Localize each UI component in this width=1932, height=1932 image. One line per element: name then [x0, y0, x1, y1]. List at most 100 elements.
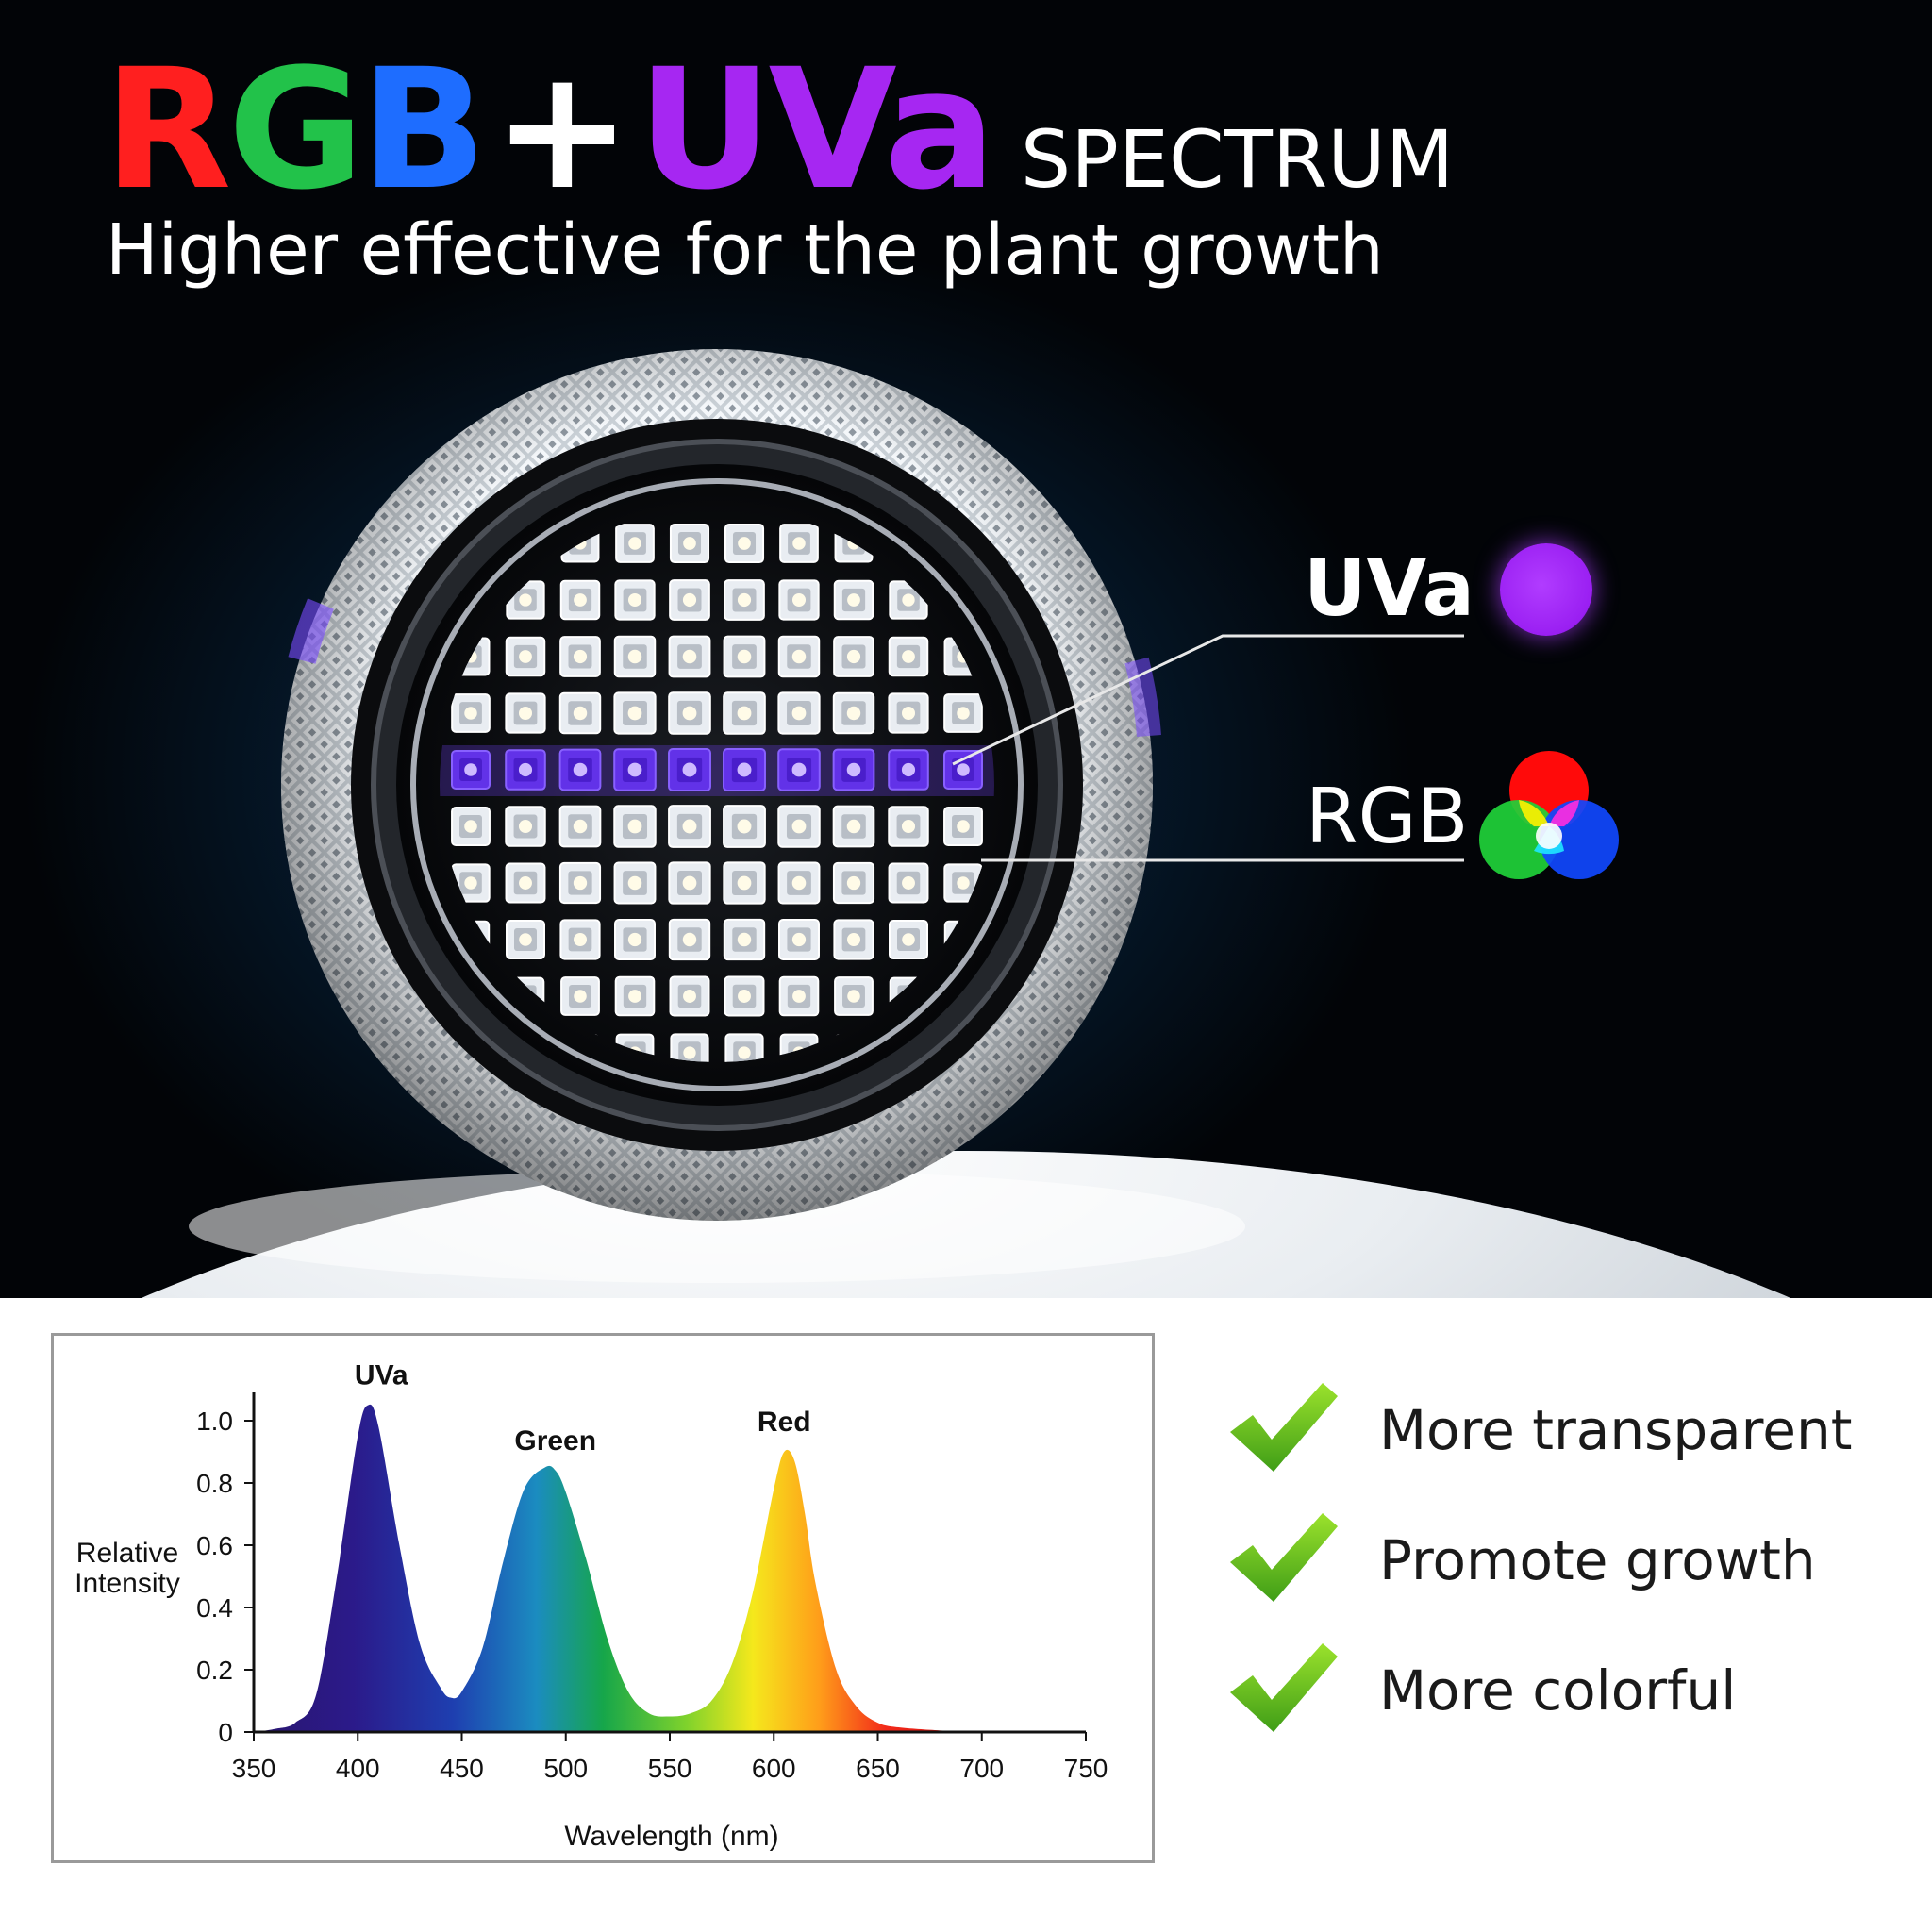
white-led: [888, 636, 929, 677]
uva-led: [558, 748, 602, 791]
benefit-item: Promote growth: [1217, 1507, 1915, 1621]
uva-led: [613, 748, 657, 791]
white-led: [451, 807, 491, 846]
white-led: [778, 579, 820, 621]
x-tick-label: 350: [232, 1754, 276, 1783]
x-tick-label: 450: [440, 1754, 484, 1783]
white-led: [778, 975, 820, 1017]
headline-b: B: [360, 33, 487, 226]
white-led: [723, 805, 766, 848]
callout-lines: [952, 634, 1464, 862]
white-led: [778, 919, 820, 960]
white-led: [614, 975, 656, 1017]
white-led: [943, 807, 983, 846]
benefit-label: More transparent: [1379, 1398, 1853, 1462]
white-led: [668, 635, 711, 678]
spectrum-chart: 350 400 450 500 550 600 650 700 750 0 0.2 0.4 0.6 0.8…: [51, 1333, 1155, 1863]
white-led: [560, 976, 600, 1016]
peak-label: Green: [514, 1425, 596, 1457]
uva-led: [777, 748, 821, 791]
white-led: [723, 635, 766, 678]
white-led: [505, 919, 546, 960]
benefit-item: More transparent: [1217, 1377, 1915, 1491]
white-led: [943, 863, 983, 903]
checkmark-icon: [1230, 1643, 1338, 1732]
white-led: [832, 691, 875, 735]
x-tick-label: 400: [336, 1754, 380, 1783]
white-led: [559, 919, 601, 960]
white-led: [505, 636, 546, 677]
checkmark-icon: [1230, 1383, 1338, 1472]
y-tick-label: 0.4: [196, 1593, 233, 1623]
white-led: [613, 861, 657, 905]
white-led: [668, 918, 711, 961]
benefit-label: Promote growth: [1379, 1528, 1816, 1592]
uva-led: [723, 748, 766, 791]
white-led: [505, 806, 546, 847]
benefit-label: More colorful: [1379, 1658, 1737, 1723]
white-led: [615, 524, 655, 563]
white-led: [888, 692, 929, 734]
white-led: [724, 523, 765, 564]
x-tick-label: 550: [648, 1754, 692, 1783]
white-led: [558, 805, 602, 848]
white-led: [834, 976, 874, 1016]
rgb-venn-icon: [1479, 751, 1619, 879]
white-led: [724, 975, 765, 1017]
headline-r: R: [104, 33, 232, 226]
white-led: [669, 579, 710, 621]
y-axis-label-line-2: Intensity: [75, 1568, 180, 1599]
uva-led: [943, 750, 983, 790]
uva-callout-line: [952, 634, 1464, 766]
headline: RGB+UVa SPECTRUM: [104, 47, 1454, 213]
white-led: [668, 861, 711, 905]
white-led: [724, 579, 765, 621]
uva-led: [668, 748, 711, 791]
white-led: [833, 636, 874, 677]
y-tick-label: 0.6: [196, 1531, 233, 1560]
white-led: [613, 805, 657, 848]
white-led: [779, 524, 819, 563]
uva-led: [888, 749, 929, 791]
white-led: [668, 805, 711, 848]
subtitle: Higher effective for the plant growth: [106, 209, 1384, 291]
x-tick-label: 600: [752, 1754, 796, 1783]
white-led: [833, 579, 874, 621]
white-led: [613, 691, 657, 735]
peak-label: Red: [758, 1407, 811, 1438]
white-led: [888, 806, 929, 847]
white-led: [451, 693, 491, 733]
white-led: [777, 861, 821, 905]
white-led: [888, 862, 929, 904]
y-axis-label-line-1: Relative: [76, 1538, 178, 1569]
headline-spectrum: SPECTRUM: [1020, 113, 1455, 206]
y-tick-label: 1.0: [196, 1407, 233, 1436]
white-led: [614, 919, 656, 960]
white-led: [614, 579, 656, 621]
y-tick-label: 0.2: [196, 1656, 233, 1685]
white-led: [451, 863, 491, 903]
benefit-item: More colorful: [1217, 1638, 1915, 1751]
white-led: [723, 861, 766, 905]
x-tick-label: 650: [856, 1754, 900, 1783]
led-array: [440, 523, 994, 1062]
white-led: [669, 523, 710, 564]
x-tick-label: 700: [959, 1754, 1004, 1783]
headline-g: G: [227, 33, 364, 226]
white-led: [558, 691, 602, 735]
uva-led: [451, 750, 491, 790]
white-led: [613, 635, 657, 678]
uva-led: [832, 748, 875, 791]
spectrum-chart-svg: 350 400 450 500 550 600 650 700 750 0 0.2 0.4 0.6 0.8…: [75, 1360, 1108, 1853]
peak-label: UVa: [355, 1360, 408, 1391]
white-led: [777, 635, 821, 678]
white-led: [668, 691, 711, 735]
x-axis-label: Wavelength (nm): [564, 1821, 778, 1852]
rgb-label: RGB: [1306, 773, 1469, 860]
uva-glow-band: [440, 745, 994, 796]
hero-section: RGB+UVa SPECTRUM Higher effective for the…: [0, 0, 1932, 1298]
uva-label: UVa: [1304, 544, 1474, 634]
uva-led: [505, 749, 546, 791]
white-led: [505, 692, 546, 734]
x-tick-label: 750: [1064, 1754, 1108, 1783]
